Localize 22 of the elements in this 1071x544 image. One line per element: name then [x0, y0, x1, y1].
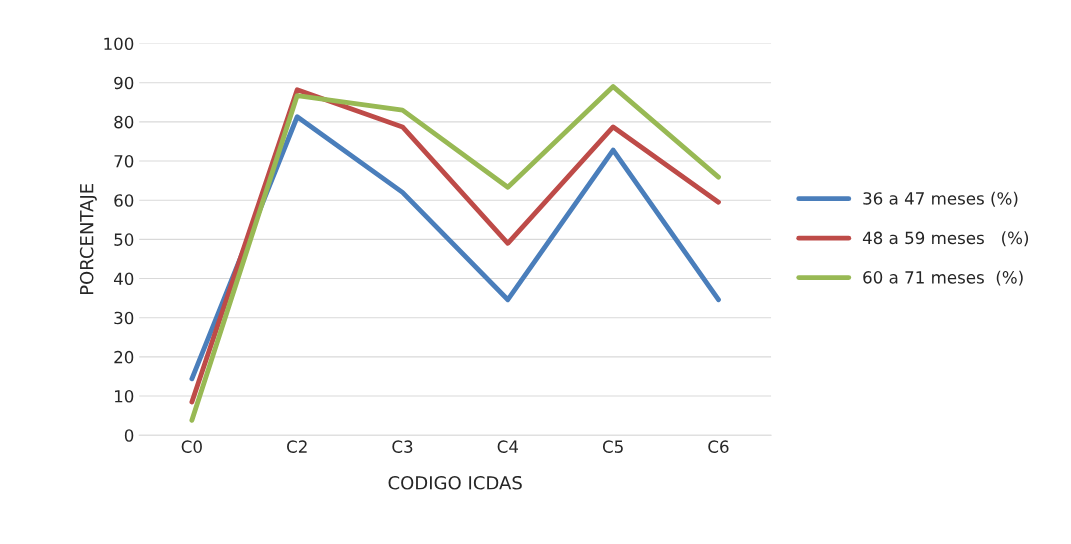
y-tick-label: 90: [114, 76, 134, 90]
y-tick-label: 50: [114, 233, 134, 246]
y-tick-label: 80: [114, 115, 134, 129]
x-axis-title: CODIGO ICDAS: [388, 475, 522, 490]
y-tick-label: 40: [113, 272, 134, 286]
y-axis-title: PORCENTAJE: [79, 184, 97, 295]
y-tick-label: 100: [104, 37, 134, 51]
y-tick-label: 10: [114, 389, 134, 403]
x-tick-label: C2: [287, 440, 307, 453]
x-tick-label: C5: [602, 440, 623, 453]
legend-label: 60 a 71 meses (%): [863, 270, 1023, 286]
x-tick-label: C3: [392, 440, 413, 453]
y-tick-label: 20: [114, 350, 134, 364]
y-tick-label: 30: [114, 311, 134, 325]
y-tick-label: 0: [124, 429, 134, 442]
x-tick-label: C6: [708, 440, 729, 453]
y-tick-label: 70: [114, 154, 134, 168]
x-tick-label: C4: [497, 440, 519, 453]
x-tick-label: C0: [181, 440, 202, 453]
legend-label: 36 a 47 meses (%): [863, 191, 1018, 207]
y-tick-label: 60: [114, 194, 134, 207]
legend-label: 48 a 59 meses (%): [862, 231, 1029, 247]
